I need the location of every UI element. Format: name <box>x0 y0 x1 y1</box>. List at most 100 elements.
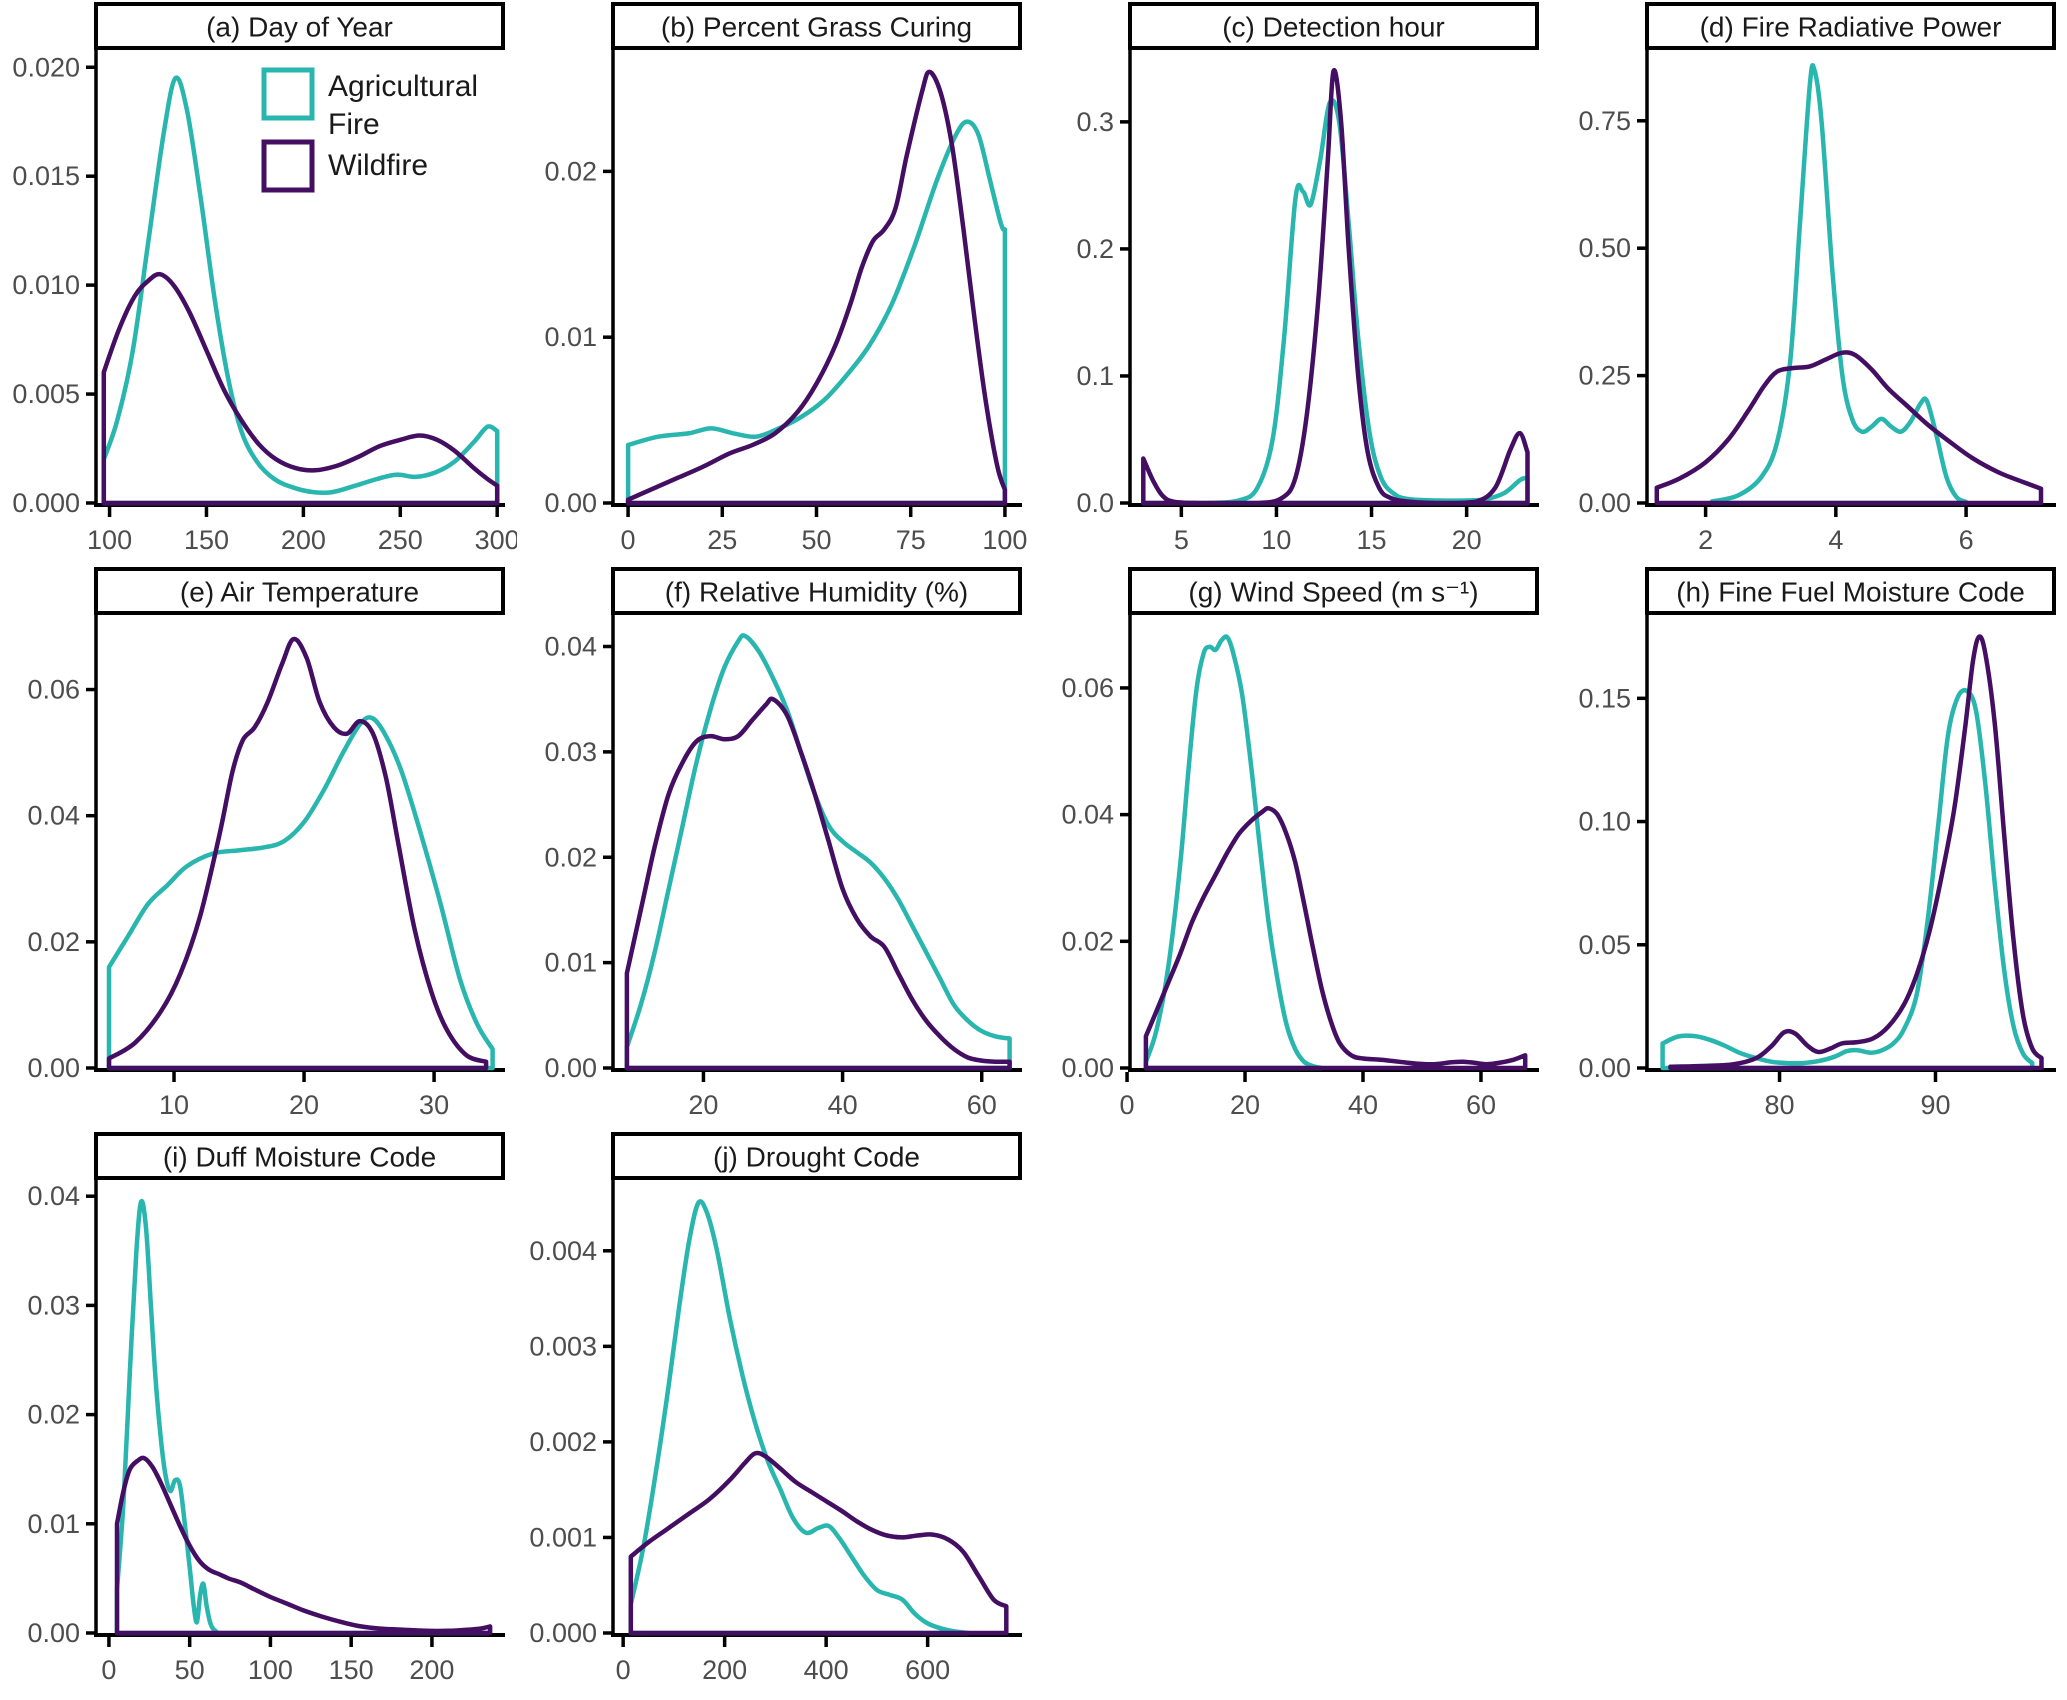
facet-title: (g) Wind Speed (m s⁻¹) <box>1188 577 1478 608</box>
agricultural-fire-density-curve <box>1709 63 1969 506</box>
x-tick-label: 40 <box>828 1090 858 1120</box>
facet-title: (f) Relative Humidity (%) <box>665 577 968 608</box>
y-tick-label: 0.000 <box>12 488 80 518</box>
facet-strip <box>611 1132 1022 1180</box>
x-tick-label: 5 <box>1174 525 1189 555</box>
facet-d: (d) Fire Radiative Power 0.00 0.25 0.50 0.75… <box>1551 0 2067 565</box>
agricultural-fire-density-curve <box>1141 98 1530 506</box>
facet-a: (a) Day of Year 0.000 0.005 0.010 0.015 0.020… <box>0 0 520 565</box>
facet-title: (a) Day of Year <box>206 12 393 43</box>
x-tick-label: 300 <box>475 525 517 555</box>
agricultural-fire-density-curve <box>624 633 1012 1071</box>
wildfire-density-curve <box>1143 805 1528 1071</box>
y-tick-label: 0.02 <box>27 927 80 957</box>
legend-key-wildfire <box>261 139 315 193</box>
facet-g-plot: (g) Wind Speed (m s⁻¹) 0.00 0.02 0.04 0.06 0 2… <box>1061 567 1539 1120</box>
agricultural-fire-density-curve <box>628 1199 971 1636</box>
y-tick-label: 0.04 <box>27 1181 80 1211</box>
agricultural-fire-density-curve <box>101 75 500 506</box>
facet-j: (j) Drought Code 0.000 0.001 0.002 0.003 0.00… <box>517 1130 1034 1695</box>
y-tick-label: 0.25 <box>1578 361 1631 391</box>
legend-key-agricultural-fire <box>261 67 315 121</box>
x-tick-label: 90 <box>1920 1090 1950 1120</box>
y-tick-label: 0.75 <box>1578 106 1631 136</box>
x-tick-label: 150 <box>329 1655 374 1685</box>
y-tick-label: 0.00 <box>1578 488 1631 518</box>
x-tick-label: 250 <box>378 525 423 555</box>
facet-title: (d) Fire Radiative Power <box>1700 12 2002 43</box>
x-tick-label: 60 <box>1466 1090 1496 1120</box>
y-tick-label: 0.003 <box>529 1331 597 1361</box>
facet-strip <box>94 567 505 615</box>
y-tick-label: 0.00 <box>544 488 597 518</box>
x-tick-label: 40 <box>1348 1090 1378 1120</box>
wildfire-density-curve <box>625 69 1008 506</box>
x-tick-label: 4 <box>1828 525 1843 555</box>
y-tick-label: 0.001 <box>529 1522 597 1552</box>
x-tick-label: 6 <box>1959 525 1974 555</box>
x-tick-label: 20 <box>1230 1090 1260 1120</box>
x-tick-label: 50 <box>801 525 831 555</box>
facet-j-plot: (j) Drought Code 0.000 0.001 0.002 0.003 0.00… <box>529 1132 1022 1685</box>
facet-f-plot: (f) Relative Humidity (%) 0.00 0.01 0.02 0.0… <box>544 567 1022 1120</box>
facet-a-plot: (a) Day of Year 0.000 0.005 0.010 0.015 0.020… <box>12 2 520 555</box>
y-tick-label: 0.04 <box>27 801 80 831</box>
x-tick-label: 200 <box>702 1655 747 1685</box>
y-tick-label: 0.2 <box>1076 234 1114 264</box>
y-tick-label: 0.05 <box>1578 930 1631 960</box>
y-tick-label: 0.00 <box>1578 1053 1631 1083</box>
y-tick-label: 0.005 <box>12 379 80 409</box>
y-tick-label: 0.1 <box>1076 361 1114 391</box>
x-tick-label: 0 <box>616 1655 631 1685</box>
y-tick-label: 0.03 <box>27 1290 80 1320</box>
facet-strip <box>1645 2 2056 50</box>
facet-strip <box>611 2 1022 50</box>
agricultural-fire-density-curve <box>106 715 495 1071</box>
agricultural-fire-density-curve <box>1143 634 1324 1071</box>
y-tick-label: 0.03 <box>544 737 597 767</box>
facet-c: (c) Detection hour 0.0 0.1 0.2 0.3 5 10 15 20 <box>1034 0 1551 565</box>
y-tick-label: 0.3 <box>1076 107 1114 137</box>
agricultural-fire-density-curve <box>1660 687 2035 1071</box>
agricultural-fire-density-curve <box>625 119 1008 506</box>
facet-g: (g) Wind Speed (m s⁻¹) 0.00 0.02 0.04 0.06 0 2… <box>1034 565 1551 1130</box>
legend-label: Wildfire <box>328 149 428 182</box>
facet-strip <box>611 567 1022 615</box>
x-tick-label: 400 <box>804 1655 849 1685</box>
x-tick-label: 100 <box>248 1655 293 1685</box>
facet-strip <box>1645 567 2056 615</box>
facet-title: (h) Fine Fuel Moisture Code <box>1676 577 2025 608</box>
x-tick-label: 200 <box>281 525 326 555</box>
legend-label: Fire <box>328 108 380 141</box>
y-tick-label: 0.04 <box>544 632 597 662</box>
wildfire-density-curve <box>106 636 489 1071</box>
facet-strip <box>1128 567 1539 615</box>
y-tick-label: 0.15 <box>1578 683 1631 713</box>
facet-strip <box>94 2 505 50</box>
y-tick-label: 0.01 <box>544 948 597 978</box>
facet-e-plot: (e) Air Temperature 0.00 0.02 0.04 0.06 10 20 3… <box>27 567 505 1120</box>
x-tick-label: 150 <box>184 525 229 555</box>
y-tick-label: 0.0 <box>1076 488 1114 518</box>
wildfire-density-curve <box>1654 350 2044 506</box>
y-tick-label: 0.010 <box>12 270 80 300</box>
y-tick-label: 0.06 <box>1061 673 1114 703</box>
x-tick-label: 15 <box>1357 525 1387 555</box>
x-tick-label: 80 <box>1765 1090 1795 1120</box>
wildfire-density-curve <box>114 1455 493 1636</box>
y-tick-label: 0.02 <box>1061 926 1114 956</box>
y-tick-label: 0.50 <box>1578 233 1631 263</box>
x-tick-label: 60 <box>967 1090 997 1120</box>
y-tick-label: 0.020 <box>12 52 80 82</box>
x-tick-label: 0 <box>1120 1090 1135 1120</box>
facet-e: (e) Air Temperature 0.00 0.02 0.04 0.06 10 20 3… <box>0 565 517 1130</box>
y-tick-label: 0.00 <box>1061 1053 1114 1083</box>
x-tick-label: 75 <box>896 525 926 555</box>
x-tick-label: 100 <box>982 525 1027 555</box>
y-tick-label: 0.01 <box>544 322 597 352</box>
y-tick-label: 0.004 <box>529 1236 597 1266</box>
x-tick-label: 50 <box>175 1655 205 1685</box>
wildfire-density-curve <box>628 1450 1009 1636</box>
y-tick-label: 0.02 <box>544 842 597 872</box>
